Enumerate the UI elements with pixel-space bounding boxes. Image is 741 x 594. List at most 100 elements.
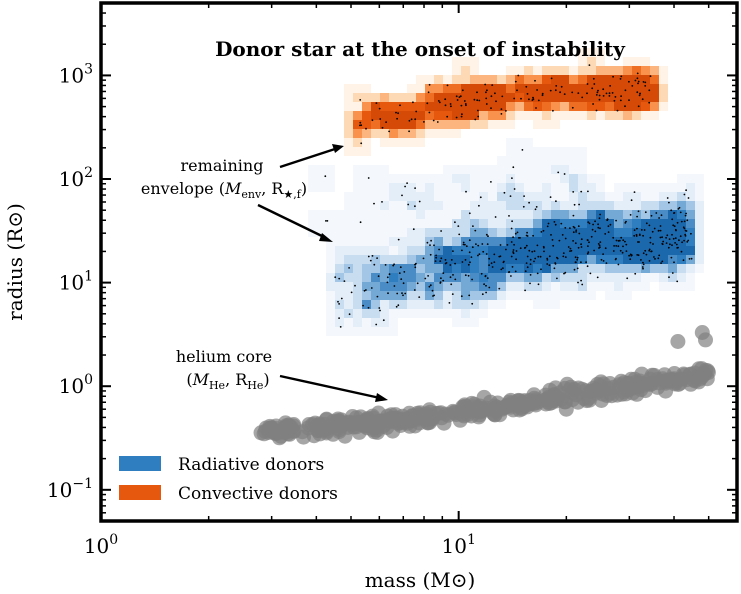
heatmap-cell — [398, 273, 407, 282]
data-point — [543, 250, 545, 253]
helium-core-point — [403, 412, 419, 428]
data-point — [685, 230, 688, 232]
heatmap-cell — [497, 291, 506, 300]
heatmap-cell — [470, 111, 479, 120]
helium-core-point — [670, 334, 686, 349]
heatmap-cell — [560, 282, 569, 291]
data-point — [354, 284, 356, 287]
heatmap-cell — [506, 111, 515, 120]
helium-core-point — [279, 418, 295, 434]
data-point — [460, 295, 463, 298]
heatmap-cell — [542, 291, 551, 300]
heatmap-cell — [569, 93, 578, 102]
heatmap-cell — [461, 201, 470, 210]
heatmap-cell — [677, 219, 686, 228]
heatmap-cell — [308, 183, 317, 192]
heatmap-cell — [380, 210, 389, 219]
data-point — [648, 249, 651, 252]
heatmap-cell — [524, 210, 533, 219]
data-point — [478, 204, 480, 207]
heatmap-cell — [569, 156, 578, 165]
heatmap-cell — [479, 273, 488, 282]
heatmap-cell — [425, 93, 434, 102]
heatmap-cell — [596, 192, 605, 201]
legend-swatch-convective — [119, 485, 161, 500]
heatmap-cell — [353, 147, 362, 156]
heatmap-cell — [686, 255, 695, 264]
heatmap-cell — [470, 174, 479, 183]
data-point — [532, 96, 534, 99]
helium-core-point — [595, 386, 611, 402]
heatmap-cell — [407, 237, 416, 246]
data-point — [485, 284, 487, 287]
data-point — [622, 239, 625, 242]
data-point — [516, 231, 519, 234]
data-point — [397, 238, 400, 241]
data-point — [558, 239, 561, 242]
heatmap-cell — [434, 201, 443, 210]
heatmap-cell — [389, 192, 398, 201]
data-point — [668, 238, 671, 241]
heatmap-cell — [416, 183, 425, 192]
heatmap-cell — [587, 291, 596, 300]
heatmap-cell — [596, 93, 605, 102]
heatmap-cell — [353, 273, 362, 282]
heatmap-cell — [407, 93, 416, 102]
data-point — [560, 85, 563, 88]
heatmap-cell — [470, 219, 479, 228]
heatmap-cell — [470, 210, 479, 219]
heatmap-cell — [524, 156, 533, 165]
data-point — [526, 93, 529, 95]
data-point — [687, 239, 690, 242]
data-point — [578, 203, 580, 206]
data-point — [686, 241, 689, 243]
data-point — [649, 75, 652, 78]
heatmap-cell — [389, 228, 398, 237]
data-point — [574, 242, 577, 245]
data-point — [572, 240, 574, 242]
data-point — [648, 260, 651, 262]
data-point — [619, 249, 622, 252]
heatmap-cell — [668, 219, 677, 228]
data-point — [465, 104, 467, 107]
data-point — [486, 243, 489, 246]
data-point — [499, 244, 502, 246]
data-point — [525, 244, 528, 247]
data-point — [564, 227, 567, 229]
heatmap-cell — [407, 183, 416, 192]
data-point — [546, 259, 549, 261]
heatmap-cell — [551, 282, 560, 291]
heatmap-cell — [407, 273, 416, 282]
heatmap-cell — [407, 102, 416, 111]
data-point — [574, 261, 577, 264]
heatmap-cell — [578, 57, 587, 66]
data-point — [654, 258, 656, 260]
heatmap-cell — [479, 237, 488, 246]
heatmap-cell — [434, 219, 443, 228]
data-point — [461, 249, 463, 252]
data-point — [465, 245, 468, 248]
data-point — [528, 201, 530, 204]
heatmap-cell — [443, 174, 452, 183]
heatmap-cell — [488, 300, 497, 309]
data-point — [531, 250, 534, 253]
data-point — [515, 250, 518, 252]
data-point — [536, 272, 539, 275]
x-tick-label: 101 — [441, 532, 475, 558]
data-point — [577, 246, 580, 249]
data-point — [381, 201, 383, 203]
data-point — [619, 78, 622, 80]
data-point — [477, 109, 479, 112]
data-point — [679, 211, 682, 214]
heatmap-cell — [488, 192, 497, 201]
data-point — [512, 236, 514, 239]
annotation-envelope: remaining envelope (Menv, R★,f) — [141, 144, 344, 242]
heatmap-cell — [452, 219, 461, 228]
helium-core-point — [325, 426, 341, 442]
heatmap-cell — [335, 210, 344, 219]
heatmap-cell — [479, 255, 488, 264]
data-point — [449, 276, 452, 279]
data-point — [406, 182, 408, 185]
heatmap-cell — [659, 66, 668, 75]
heatmap-cell — [434, 237, 443, 246]
